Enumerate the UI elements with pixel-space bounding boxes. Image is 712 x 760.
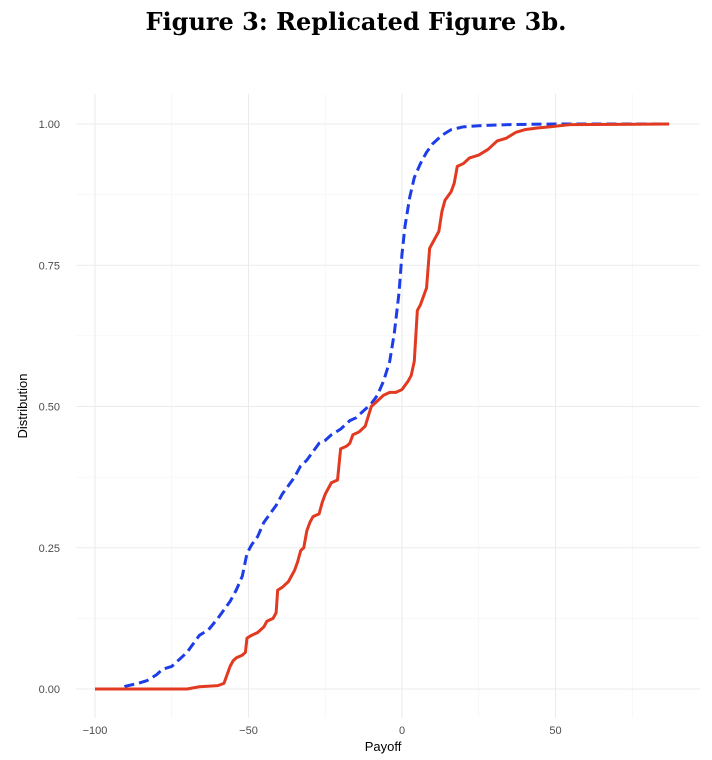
tick-labels: −100 −50 0 50 0.00 0.25 0.50 0.75 1.00 — [39, 119, 562, 737]
dashed-series-line — [95, 122, 670, 691]
x-tick-label: −50 — [239, 725, 258, 737]
y-tick-label: 0.50 — [39, 402, 60, 414]
x-axis-title: Payoff — [365, 739, 402, 754]
y-tick-label: 0.25 — [39, 543, 60, 555]
y-tick-label: 0.75 — [39, 260, 60, 272]
figure-caption: Figure 3: Replicated Figure 3b. — [145, 7, 567, 36]
y-axis-title: Distribution — [15, 373, 30, 438]
x-tick-label: 50 — [549, 725, 561, 737]
grid — [76, 94, 700, 718]
solid-series-line — [95, 122, 670, 691]
x-tick-label: −100 — [83, 725, 108, 737]
series-lines — [95, 122, 670, 691]
y-tick-label: 1.00 — [39, 119, 60, 131]
x-tick-label: 0 — [399, 725, 405, 737]
y-tick-label: 0.00 — [39, 684, 60, 696]
